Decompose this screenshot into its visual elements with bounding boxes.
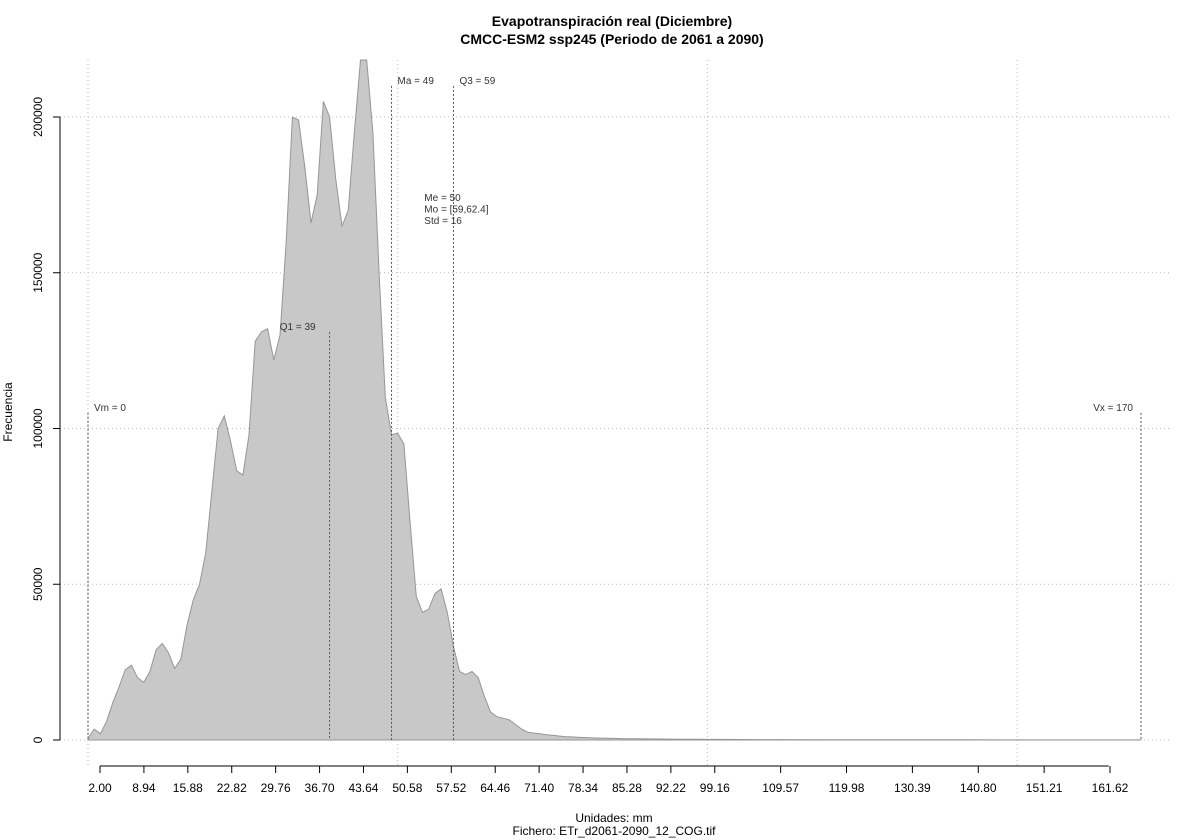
x-tick-label: 36.70 xyxy=(305,781,335,795)
x-tick-label: 78.34 xyxy=(568,781,598,795)
y-tick-label: 100000 xyxy=(31,408,45,448)
x-tick-label: 29.76 xyxy=(261,781,291,795)
x-tick-label: 22.82 xyxy=(217,781,247,795)
annotation-label: Q1 = 39 xyxy=(280,322,316,333)
x-tick-label: 64.46 xyxy=(480,781,510,795)
y-axis-label: Frecuencia xyxy=(1,382,15,442)
stats-label: Mo = [59,62.4] xyxy=(424,205,488,216)
x-tick-label: 92.22 xyxy=(656,781,686,795)
x-tick-label: 109.57 xyxy=(762,781,799,795)
stats-label: Std = 16 xyxy=(424,216,462,227)
x-tick-label: 130.39 xyxy=(894,781,931,795)
y-tick-label: 150000 xyxy=(31,252,45,292)
x-tick-label: 57.52 xyxy=(436,781,466,795)
x-tick-label: 119.98 xyxy=(829,781,865,795)
x-tick-label: 43.64 xyxy=(348,781,378,795)
frequency-area xyxy=(87,59,1142,741)
annotation-label: Q3 = 59 xyxy=(459,76,495,87)
x-tick-label: 99.16 xyxy=(700,781,730,795)
x-tick-label: 71.40 xyxy=(524,781,554,795)
x-axis: 2.00 8.94 15.88 22.82 29.76 36.70 43.64 50.58 57… xyxy=(88,765,1129,795)
chart-title: Evapotranspiración real (Diciembre) xyxy=(492,13,732,29)
y-axis: 0 50000 100000 150000 200000 xyxy=(31,97,61,743)
x-tick-label: 8.94 xyxy=(132,781,156,795)
x-tick-label: 140.80 xyxy=(960,781,997,795)
annotation-label: Ma = 49 xyxy=(398,76,435,87)
annotation-label: Vx = 170 xyxy=(1093,403,1133,414)
annotation-lines: Vm = 0 Q1 = 39 Ma = 49 Q3 = 59 Vx = 170 xyxy=(87,76,1142,740)
x-tick-label: 85.28 xyxy=(612,781,642,795)
x-tick-label: 50.58 xyxy=(392,781,422,795)
x-tick-label: 15.88 xyxy=(173,781,203,795)
y-tick-label: 50000 xyxy=(31,567,45,601)
x-axis-label: Unidades: mm xyxy=(575,811,652,825)
stats-label: Me = 50 xyxy=(424,193,461,204)
y-tick-label: 200000 xyxy=(31,97,45,137)
x-tick-label: 161.62 xyxy=(1092,781,1129,795)
annotation-label: Vm = 0 xyxy=(94,403,126,414)
chart-subtitle: CMCC-ESM2 ssp245 (Periodo de 2061 a 2090… xyxy=(460,31,763,47)
y-tick-label: 0 xyxy=(31,736,45,743)
x-tick-label: 2.00 xyxy=(88,781,112,795)
x-tick-label: 151.21 xyxy=(1026,781,1063,795)
file-caption: Fichero: ETr_d2061-2090_12_COG.tif xyxy=(513,824,717,838)
